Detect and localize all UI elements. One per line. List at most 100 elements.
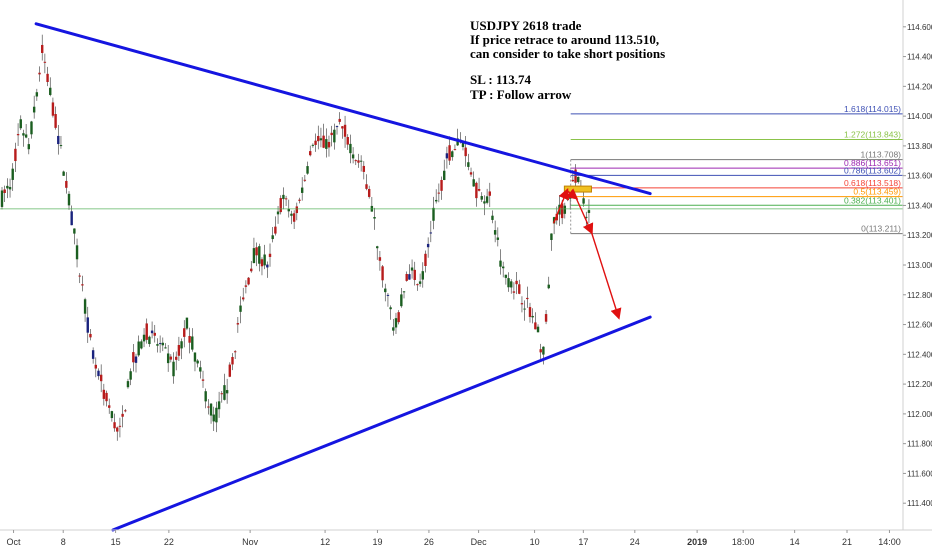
candle-body [528, 307, 532, 317]
trendlines-group [34, 22, 652, 532]
candle-body [11, 168, 14, 180]
candle-body [483, 201, 486, 204]
x-tick-label: 17 [578, 537, 588, 547]
candle-body [228, 364, 232, 377]
y-tick-label: 114.400 [907, 53, 932, 62]
candle-body [456, 138, 459, 146]
candle-body [550, 233, 553, 240]
candle-body [400, 294, 403, 307]
candle-body [94, 364, 98, 369]
candle-body [349, 143, 352, 154]
trade-annotation: USDJPY 2618 trade If price retrace to ar… [470, 18, 665, 102]
candle-body [110, 411, 114, 419]
y-tick-label: 112.200 [907, 380, 932, 389]
tp-arrow-segment [552, 187, 570, 224]
candle-body [191, 336, 194, 350]
fib-level-label: 0(113.211) [861, 224, 901, 234]
candle-body [199, 367, 202, 372]
candle-body [325, 139, 328, 149]
trendline-upper [34, 22, 652, 196]
candle-body [408, 274, 411, 280]
candle-body [501, 266, 505, 269]
candle-body [99, 374, 103, 382]
candle-body [346, 137, 349, 145]
candle-body [89, 333, 92, 338]
candle-body [309, 151, 312, 156]
x-tick-label: 14 [790, 537, 800, 547]
candle-body [566, 195, 569, 200]
candle-body [207, 406, 210, 408]
y-axis-panel [903, 0, 932, 530]
candle-body [169, 356, 173, 360]
candle-body [429, 232, 433, 234]
candle-body [156, 344, 159, 346]
candle-body [217, 401, 221, 410]
candle-body [268, 253, 272, 257]
candle-body [416, 284, 419, 286]
candle-body [542, 346, 545, 355]
candle-body [359, 160, 363, 162]
x-tick-label: 22 [164, 537, 174, 547]
candle-body [49, 87, 52, 95]
annotation-line-6: TP : Follow arrow [470, 87, 572, 102]
candle-body [373, 217, 376, 219]
candle-body [488, 191, 491, 196]
candle-body [405, 273, 408, 281]
y-tick-label: 112.400 [907, 350, 932, 359]
candle-body [574, 169, 577, 183]
annotation-line-3: can consider to take short positions [470, 46, 665, 61]
candle-body [402, 291, 406, 293]
candle-body [236, 323, 240, 325]
candle-body [185, 317, 189, 329]
fib-level-label: 1.272(113.843) [844, 129, 901, 139]
candle-body [244, 285, 248, 287]
candle-body [515, 280, 518, 285]
candle-body [41, 44, 44, 53]
candle-body [547, 284, 550, 289]
candle-body [105, 392, 108, 402]
candle-body [180, 341, 183, 349]
candle-body [59, 145, 63, 147]
candle-body [266, 264, 269, 268]
candle-body [394, 318, 398, 328]
candle-body [477, 188, 481, 191]
candle-body [193, 352, 197, 362]
candle-body [354, 160, 357, 162]
candle-body [129, 371, 132, 380]
candle-body [32, 106, 36, 113]
candle-body [121, 413, 124, 417]
candle-body [215, 407, 218, 423]
candle-body [16, 134, 20, 136]
x-tick-label: 14:00 [878, 537, 901, 547]
candle-body [365, 184, 368, 189]
candle-body [175, 356, 178, 360]
candle-body [38, 72, 41, 75]
candle-body [333, 129, 336, 143]
candle-body [314, 140, 317, 145]
annotation-line-1: USDJPY 2618 trade [470, 18, 582, 33]
fib-level-label: 0.786(113.602) [844, 165, 901, 175]
x-tick-label: Oct [7, 537, 22, 547]
tp-arrow-segment [590, 232, 622, 320]
y-tick-label: 113.200 [907, 231, 932, 240]
candle-body [126, 381, 130, 388]
x-axis-labels: Oct 8 15 22 Nov 12 19 26 Dec 10 17 24 2019 18:00 14 21 1… [7, 530, 901, 547]
candle-body [153, 332, 156, 336]
candle-body [523, 308, 526, 310]
candle-body [327, 141, 331, 148]
x-tick-label: 18:00 [732, 537, 755, 547]
candle-body [276, 211, 280, 215]
y-tick-label: 113.800 [907, 142, 932, 151]
y-tick-label: 111.600 [907, 469, 932, 478]
candle-body [512, 291, 516, 293]
candle-body [73, 228, 76, 234]
candle-body [453, 149, 457, 151]
x-tick-label: Nov [242, 537, 259, 547]
candle-body [57, 135, 60, 145]
candle-body [30, 121, 33, 135]
x-tick-label: 10 [530, 537, 540, 547]
candle-body [378, 257, 382, 261]
fib-level-label: 0.382(113.401) [844, 195, 901, 205]
candle-body [201, 379, 205, 381]
